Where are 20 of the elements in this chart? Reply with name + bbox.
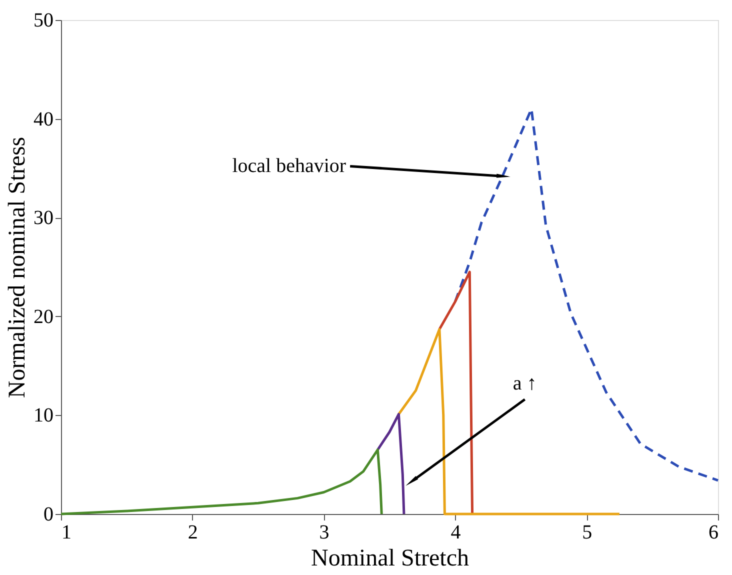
line-series [376,412,406,516]
x-tick-label: 1 [62,522,72,544]
y-tick-label: 10 [34,404,54,427]
x-tick-label: 6 [708,522,718,544]
annotation: local behavior [232,155,346,178]
x-axis-title: Nominal Stretch [311,546,469,572]
line-series [397,328,621,516]
line-series [438,270,474,516]
y-tick-label: 50 [34,10,54,32]
y-tick-label: 30 [34,207,54,230]
annotation: a ↑ [512,372,537,394]
x-tick-label: 2 [188,522,198,544]
y-tick-label: 40 [34,108,54,130]
x-tick-label: 5 [582,522,592,544]
line-series [60,448,383,516]
y-tick-label: 0 [44,504,54,526]
x-tick-label: 3 [319,522,330,544]
x-tick-label: 4 [450,522,461,544]
y-tick-label: 20 [34,306,54,328]
y-axis-title: Normalized nominal Stress [4,136,30,398]
